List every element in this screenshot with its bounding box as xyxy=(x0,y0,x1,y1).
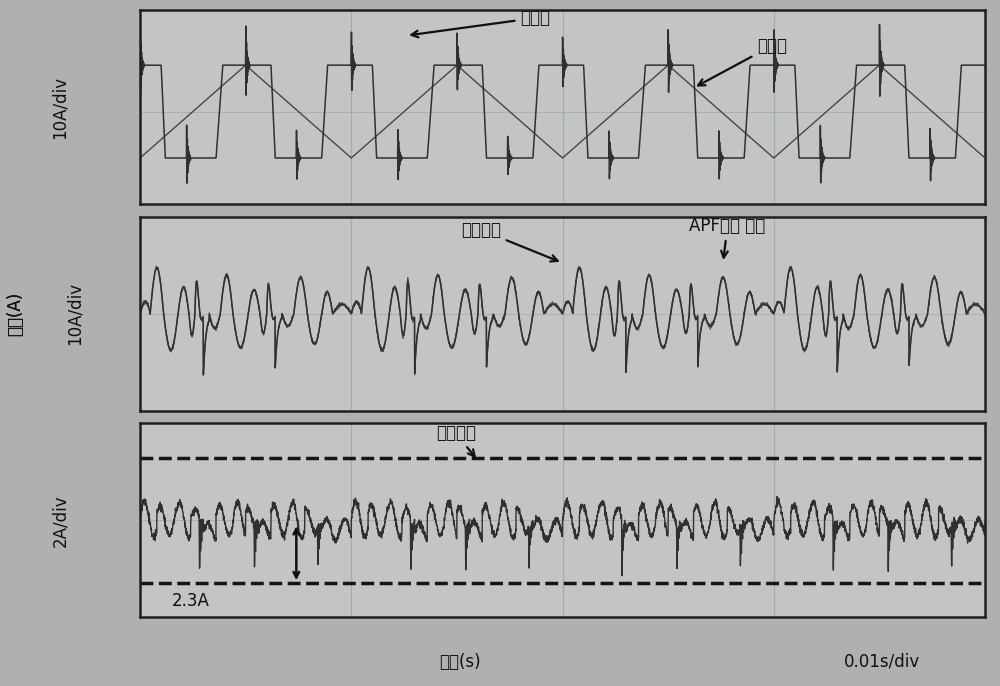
Text: 2A/div: 2A/div xyxy=(51,494,69,547)
Text: APF输出 电流: APF输出 电流 xyxy=(689,217,766,258)
Text: 参考信号: 参考信号 xyxy=(461,221,558,261)
Text: 0.01s/div: 0.01s/div xyxy=(844,653,920,671)
Text: 2.3A: 2.3A xyxy=(172,592,210,610)
Text: 10A/div: 10A/div xyxy=(66,282,84,346)
Text: 电网侧: 电网侧 xyxy=(698,37,787,86)
Text: 负载侧: 负载侧 xyxy=(411,9,550,37)
Text: 时间(s): 时间(s) xyxy=(439,653,481,671)
Text: 跟踪误差: 跟踪误差 xyxy=(436,424,476,456)
Text: 10A/div: 10A/div xyxy=(51,75,69,139)
Text: 电流(A): 电流(A) xyxy=(6,292,24,336)
Text: 电流(A): 电流(A) xyxy=(6,292,24,336)
